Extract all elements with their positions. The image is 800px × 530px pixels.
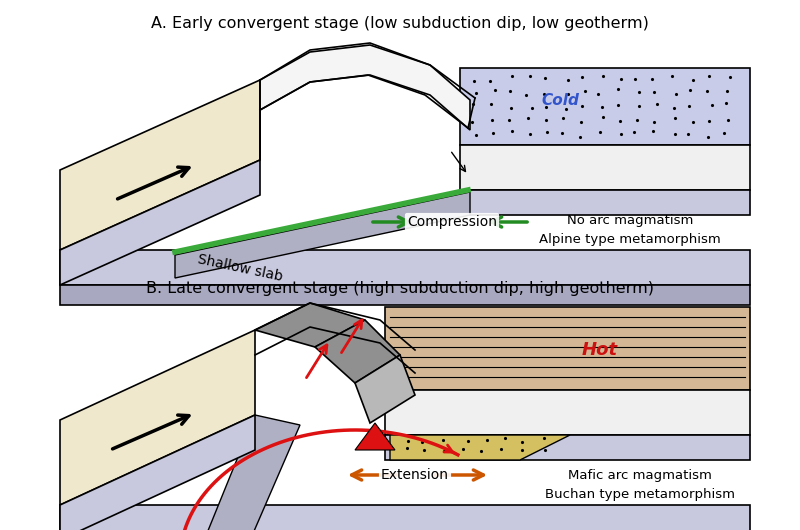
Polygon shape bbox=[260, 45, 470, 160]
Polygon shape bbox=[460, 68, 750, 145]
Text: Mafic arc magmatism
Buchan type metamorphism: Mafic arc magmatism Buchan type metamorp… bbox=[545, 469, 735, 501]
Text: B. Late convergent stage (high subduction dip, high geotherm): B. Late convergent stage (high subductio… bbox=[146, 281, 654, 296]
Polygon shape bbox=[255, 303, 365, 347]
Polygon shape bbox=[355, 355, 415, 423]
Polygon shape bbox=[190, 415, 300, 530]
Polygon shape bbox=[60, 250, 750, 285]
Text: Extension: Extension bbox=[381, 468, 449, 482]
Text: Hot: Hot bbox=[582, 341, 618, 359]
Polygon shape bbox=[385, 390, 750, 435]
Polygon shape bbox=[60, 285, 750, 305]
Polygon shape bbox=[315, 320, 400, 383]
Text: No arc magmatism
Alpine type metamorphism: No arc magmatism Alpine type metamorphis… bbox=[539, 214, 721, 246]
Polygon shape bbox=[60, 330, 255, 505]
Polygon shape bbox=[175, 192, 470, 278]
Polygon shape bbox=[60, 160, 260, 285]
Polygon shape bbox=[60, 505, 750, 530]
Polygon shape bbox=[460, 145, 750, 190]
Polygon shape bbox=[385, 435, 750, 460]
Text: Shallow slab: Shallow slab bbox=[196, 252, 284, 284]
Text: A. Early convergent stage (low subduction dip, low geotherm): A. Early convergent stage (low subductio… bbox=[151, 16, 649, 31]
Text: Cold: Cold bbox=[541, 93, 579, 108]
Polygon shape bbox=[355, 423, 395, 450]
Polygon shape bbox=[385, 307, 750, 390]
Polygon shape bbox=[390, 435, 570, 460]
Text: Compression: Compression bbox=[407, 215, 497, 229]
Polygon shape bbox=[60, 415, 255, 530]
Polygon shape bbox=[60, 80, 260, 250]
Polygon shape bbox=[460, 190, 750, 215]
